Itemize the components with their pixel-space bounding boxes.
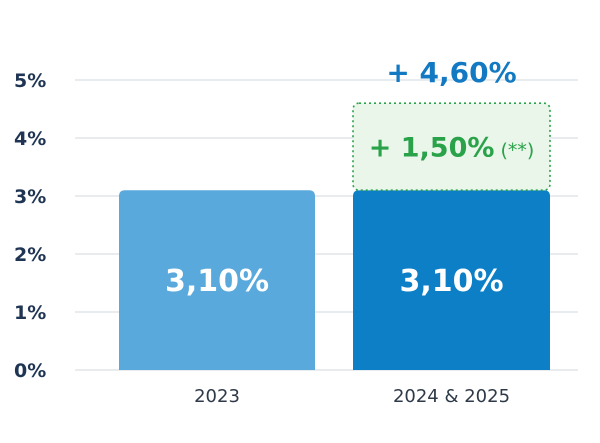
increment-segment-group: + 1,50% (**) + 4,60%	[352, 56, 551, 191]
bar-1	[353, 190, 550, 370]
y-tick-label: 2%	[14, 244, 46, 266]
increment-label: + 1,50% (**)	[369, 133, 535, 164]
x-category-label: 2024 & 2025	[393, 386, 510, 407]
increment-segment	[352, 102, 551, 191]
bar-value-label: 3,10%	[165, 264, 269, 299]
x-category-label: 2023	[194, 386, 240, 407]
bars: 3,10% 3,10%	[119, 190, 550, 370]
y-tick-label: 3%	[14, 186, 46, 208]
increment-note: (**)	[500, 140, 534, 162]
y-tick-label: 0%	[14, 360, 46, 382]
y-tick-label: 1%	[14, 302, 46, 324]
x-axis-category-labels: 2023 2024 & 2025	[194, 386, 510, 407]
increment-value: + 1,50%	[369, 133, 495, 164]
bar-value-label: 3,10%	[399, 264, 503, 299]
y-axis-tick-labels: 0% 1% 2% 3% 4% 5%	[14, 70, 46, 382]
bar-0	[119, 190, 315, 370]
y-tick-label: 5%	[14, 70, 46, 92]
total-value-label: + 4,60%	[386, 56, 516, 89]
y-tick-label: 4%	[14, 128, 46, 150]
